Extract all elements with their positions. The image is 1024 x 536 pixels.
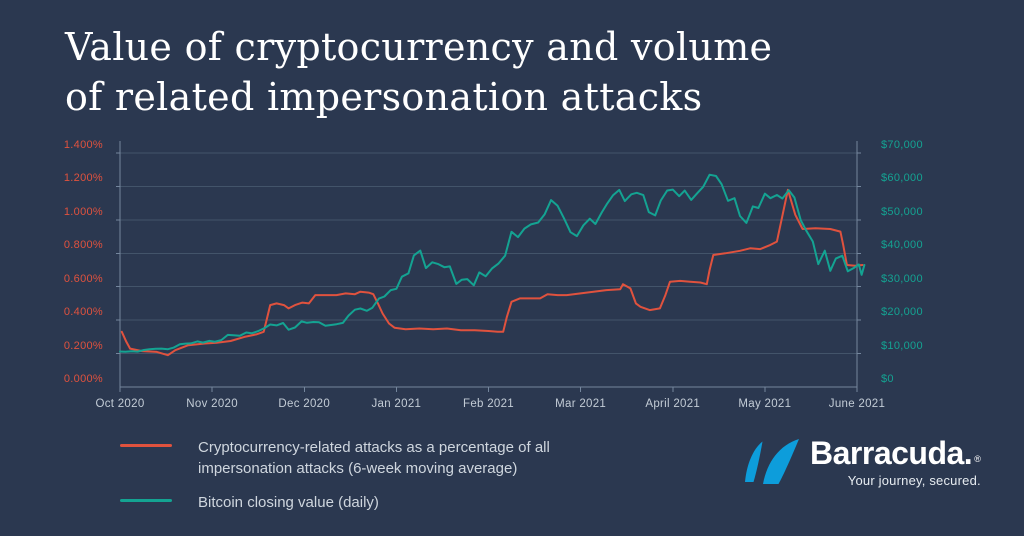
series-line-attacks_pct	[120, 188, 864, 357]
x-axis-label: Feb 2021	[463, 398, 514, 410]
page-title: Value of cryptocurrency and volume of re…	[65, 22, 772, 122]
left-axis-label: 1.000%	[63, 205, 103, 218]
right-axis-label: $40,000	[881, 239, 923, 252]
right-axis-label: $50,000	[881, 205, 923, 218]
x-axis-label: April 2021	[645, 398, 701, 410]
right-axis-label: $60,000	[881, 172, 923, 185]
right-axis-label: $10,000	[881, 339, 923, 352]
x-axis-label: Nov 2020	[186, 398, 238, 410]
x-axis-label: Jan 2021	[371, 398, 422, 410]
barracuda-tagline: Your journey, secured.	[847, 473, 981, 488]
x-axis-label: June 2021	[828, 398, 886, 410]
legend-item-bitcoin: Bitcoin closing value (daily)	[120, 492, 550, 513]
left-axis-label: 0.000%	[63, 373, 103, 385]
page-title-line1: Value of cryptocurrency and volume	[65, 25, 773, 69]
barracuda-sails-icon	[745, 439, 799, 484]
legend-label-attacks: Cryptocurrency-related attacks as a perc…	[198, 439, 550, 477]
x-axis-label: Mar 2021	[555, 398, 607, 410]
page-title-line2: of related impersonation attacks	[65, 75, 703, 119]
x-axis-label: Dec 2020	[278, 398, 331, 410]
x-axis-label: Oct 2020	[95, 398, 145, 410]
left-axis-label: 1.400%	[63, 139, 103, 151]
series-line-bitcoin_usd	[119, 173, 866, 353]
registered-trademark-icon: ®	[974, 454, 981, 464]
left-axis-label: 0.600%	[63, 272, 103, 285]
left-axis-label: 0.400%	[63, 306, 103, 319]
right-axis-label: $30,000	[881, 272, 923, 285]
barracuda-logo-text: Barracuda. ® Your journey, secured.	[810, 436, 981, 488]
barracuda-logo: Barracuda. ® Your journey, secured.	[741, 436, 981, 488]
left-axis-label: 0.800%	[63, 239, 103, 252]
right-axis-label: $70,000	[881, 139, 923, 151]
left-axis-label: 1.200%	[63, 172, 103, 185]
bitcoin-line-swatch-icon	[120, 499, 172, 502]
chart-legend: Cryptocurrency-related attacks as a perc…	[120, 437, 550, 513]
legend-item-attacks: Cryptocurrency-related attacks as a perc…	[120, 437, 550, 479]
right-axis-label: $0	[881, 373, 894, 385]
right-axis-label: $20,000	[881, 306, 923, 319]
x-axis-label: May 2021	[738, 398, 792, 410]
legend-label-bitcoin: Bitcoin closing value (daily)	[198, 494, 379, 511]
left-axis-label: 0.200%	[63, 339, 103, 352]
barracuda-wordmark: Barracuda.	[810, 435, 973, 471]
attacks-line-swatch-icon	[120, 444, 172, 447]
